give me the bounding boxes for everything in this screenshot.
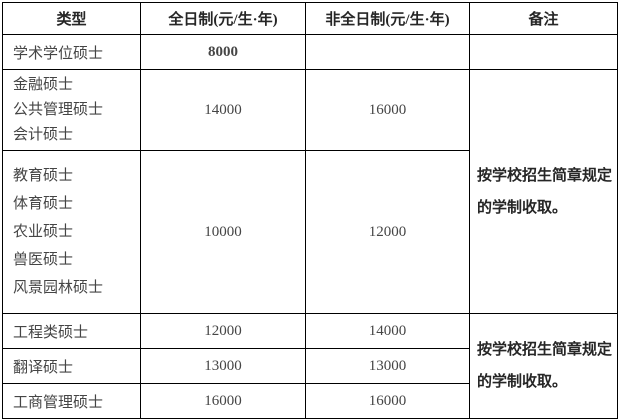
parttime-education-group: 12000 (305, 150, 470, 314)
parttime-translation: 13000 (305, 348, 470, 384)
type-engineering: 工程类硕士 (2, 313, 141, 349)
remark-line: 按学校招生简章规定 (477, 342, 613, 358)
type-line: 公共管理硕士 (13, 101, 104, 118)
parttime-finance-group: 16000 (305, 69, 470, 151)
fulltime-business: 16000 (140, 383, 306, 419)
remark-upper: 按学校招生简章规定 的学制收取。 (469, 69, 618, 314)
remark-line: 的学制收取。 (477, 199, 568, 216)
type-business: 工商管理硕士 (2, 383, 141, 419)
remark-line: 的学制收取。 (477, 374, 568, 390)
parttime-business: 16000 (305, 383, 470, 419)
header-fulltime: 全日制(元/生·年) (140, 2, 306, 35)
type-line: 体育硕士 (13, 196, 74, 212)
remark-lower: 按学校招生简章规定 的学制收取。 (469, 313, 618, 419)
row-business: 工商管理硕士 16000 16000 (2, 383, 618, 419)
row-finance-group: 金融硕士 公共管理硕士 会计硕士 14000 16000 按学校招生简章规定 的… (2, 69, 618, 314)
header-row: 类型 全日制(元/生·年) 非全日制(元/生·年) 备注 (2, 2, 618, 35)
type-line: 会计硕士 (13, 126, 74, 143)
fulltime-translation: 13000 (140, 348, 306, 384)
fulltime-finance-group: 14000 (140, 69, 306, 151)
type-line: 农业硕士 (13, 224, 74, 240)
fulltime-engineering: 12000 (140, 313, 306, 349)
remark-academic-empty (469, 34, 618, 70)
header-remark: 备注 (469, 2, 618, 35)
row-education-group: 教育硕士 体育硕士 农业硕士 兽医硕士 风景园林硕士 10000 12000 (2, 150, 618, 314)
row-translation: 翻译硕士 13000 13000 (2, 348, 618, 384)
header-parttime: 非全日制(元/生·年) (305, 2, 470, 35)
type-line: 兽医硕士 (13, 252, 74, 268)
type-translation: 翻译硕士 (2, 348, 141, 384)
row-engineering: 工程类硕士 12000 14000 按学校招生简章规定 的学制收取。 (2, 313, 618, 419)
parttime-engineering: 14000 (305, 313, 470, 349)
header-type: 类型 (2, 2, 141, 35)
type-line: 教育硕士 (13, 168, 74, 184)
type-education-group: 教育硕士 体育硕士 农业硕士 兽医硕士 风景园林硕士 (2, 150, 141, 314)
type-line: 风景园林硕士 (13, 280, 104, 296)
type-line: 金融硕士 (13, 76, 74, 93)
fulltime-academic: 8000 (140, 34, 306, 70)
type-academic: 学术学位硕士 (2, 34, 141, 70)
row-academic: 学术学位硕士 8000 (2, 34, 618, 70)
parttime-academic-empty (305, 34, 470, 70)
remark-line: 按学校招生简章规定 (477, 167, 613, 184)
fulltime-education-group: 10000 (140, 150, 306, 314)
type-finance-group: 金融硕士 公共管理硕士 会计硕士 (2, 69, 141, 151)
